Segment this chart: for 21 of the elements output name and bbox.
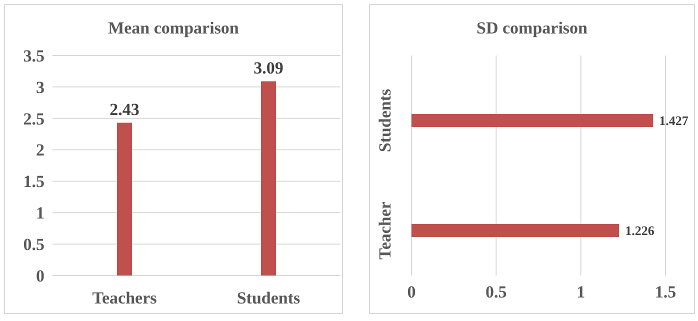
data-label: 3.09 (254, 58, 284, 78)
chart-title: SD comparison (476, 18, 588, 38)
x-tick-label: 0 (407, 282, 416, 302)
x-tick-label: Students (236, 288, 301, 308)
y-tick-label: 1 (36, 204, 44, 223)
y-tick-label: 2.5 (23, 109, 44, 128)
y-tick-label: 0.5 (23, 235, 44, 254)
x-tick-label: Teachers (92, 288, 158, 308)
y-tick-label: 1.5 (23, 172, 44, 192)
chart-title: Mean comparison (108, 18, 240, 38)
data-label: 1.427 (659, 113, 689, 128)
data-label: 2.43 (110, 100, 140, 119)
y-tick-label: 3 (36, 78, 44, 97)
y-tick-label: 0 (36, 266, 44, 286)
x-tick-label: 1 (576, 282, 586, 302)
x-tick-label: 0.5 (486, 282, 507, 302)
y-tick-label: 3.5 (23, 46, 44, 66)
y-tick-label: 2 (36, 140, 44, 160)
data-label: 1.226 (625, 223, 655, 238)
x-tick-label: 1.5 (654, 282, 676, 302)
y-tick-label: Teacher (375, 201, 394, 260)
